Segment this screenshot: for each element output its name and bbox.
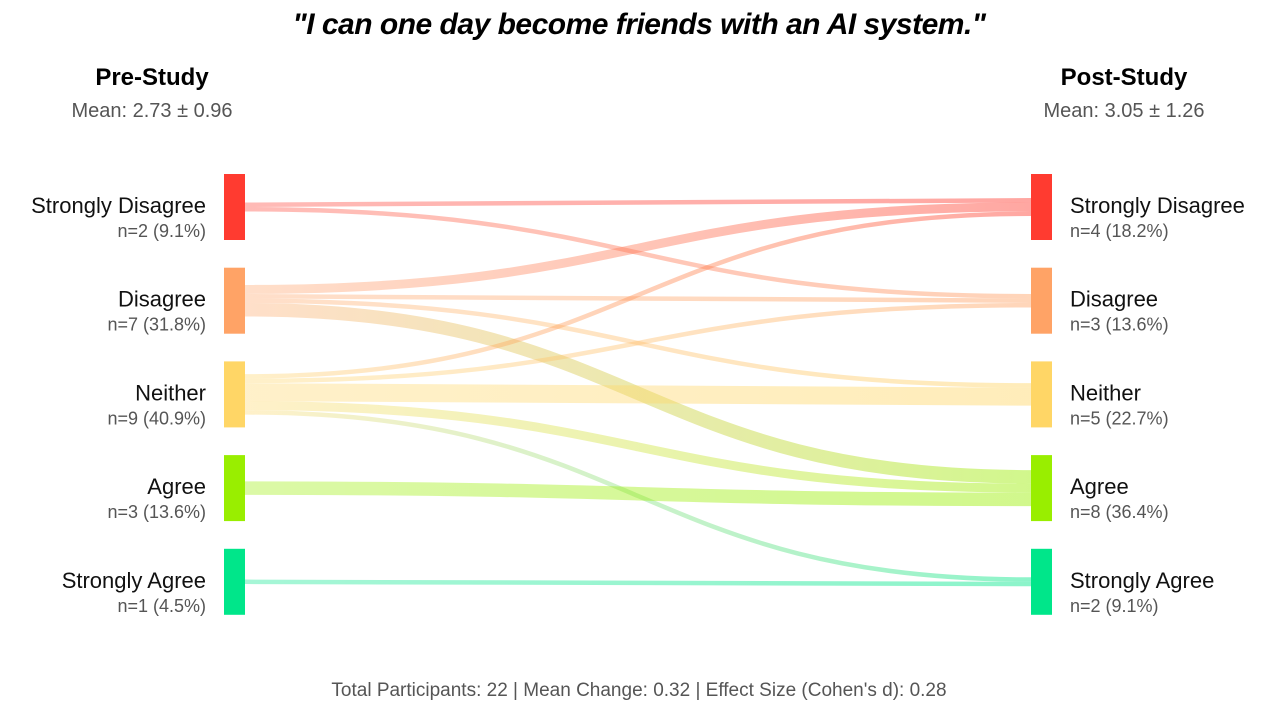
post-label-strongly-disagree: Strongly Disagree [1070,193,1245,218]
flow-agree-to-agree [244,481,1032,507]
flow-ribbons [244,198,1032,587]
post-node-strongly-disagree [1031,174,1052,240]
post-label-strongly-agree: Strongly Agree [1070,568,1214,593]
pre-nodes: Strongly Disagree n=2 (9.1%) Disagree n=7 (… [31,174,245,616]
post-count-strongly-agree: n=2 (9.1%) [1070,596,1159,616]
post-node-strongly-agree [1031,548,1052,615]
pre-label-neither: Neither [135,380,206,405]
pre-node-neither [224,361,245,428]
flow-neither-to-agree [244,401,1032,493]
flow-neither-to-disagree [244,302,1032,384]
pre-count-neither: n=9 (40.9%) [107,408,206,428]
pre-count-strongly-disagree: n=2 (9.1%) [117,221,206,241]
pre-label-disagree: Disagree [118,287,206,312]
post-count-disagree: n=3 (13.6%) [1070,315,1169,335]
post-node-neither [1031,361,1052,428]
post-label-agree: Agree [1070,474,1129,499]
post-node-agree [1031,455,1052,522]
pre-node-disagree [224,267,245,334]
pre-node-strongly-agree [224,548,245,615]
pre-count-agree: n=3 (13.6%) [107,502,206,522]
pre-count-strongly-agree: n=1 (4.5%) [117,596,206,616]
flow-disagree-to-disagree [244,293,1032,303]
pre-label-strongly-agree: Strongly Agree [62,568,206,593]
post-study-title: Post-Study [1060,64,1188,91]
flow-neither-to-neither [244,383,1032,406]
flow-strongly-agree-to-strongly-agree [244,579,1032,587]
pre-label-agree: Agree [147,474,206,499]
post-nodes: Strongly Disagree n=4 (18.2%) Disagree n=3 … [1031,174,1245,616]
post-label-neither: Neither [1070,380,1141,405]
flow-neither-to-strongly-disagree [244,211,1032,379]
pre-study-mean: Mean: 2.73 ± 0.96 [71,100,233,122]
pre-study-title: Pre-Study [95,64,209,91]
flow-disagree-to-strongly-disagree [244,202,1032,294]
flow-strongly-disagree-to-strongly-disagree [244,198,1032,207]
chart-title: "I can one day become friends with an AI… [292,8,986,41]
pre-node-strongly-disagree [224,174,245,240]
pre-node-agree [224,455,245,522]
pre-count-disagree: n=7 (31.8%) [107,315,206,335]
post-count-neither: n=5 (22.7%) [1070,408,1169,428]
post-count-agree: n=8 (36.4%) [1070,502,1169,522]
post-study-mean: Mean: 3.05 ± 1.26 [1043,100,1205,122]
post-label-disagree: Disagree [1070,287,1158,312]
post-count-strongly-disagree: n=4 (18.2%) [1070,221,1169,241]
summary-footer: Total Participants: 22 | Mean Change: 0.… [331,680,947,701]
post-node-disagree [1031,267,1052,334]
pre-label-strongly-disagree: Strongly Disagree [31,193,206,218]
